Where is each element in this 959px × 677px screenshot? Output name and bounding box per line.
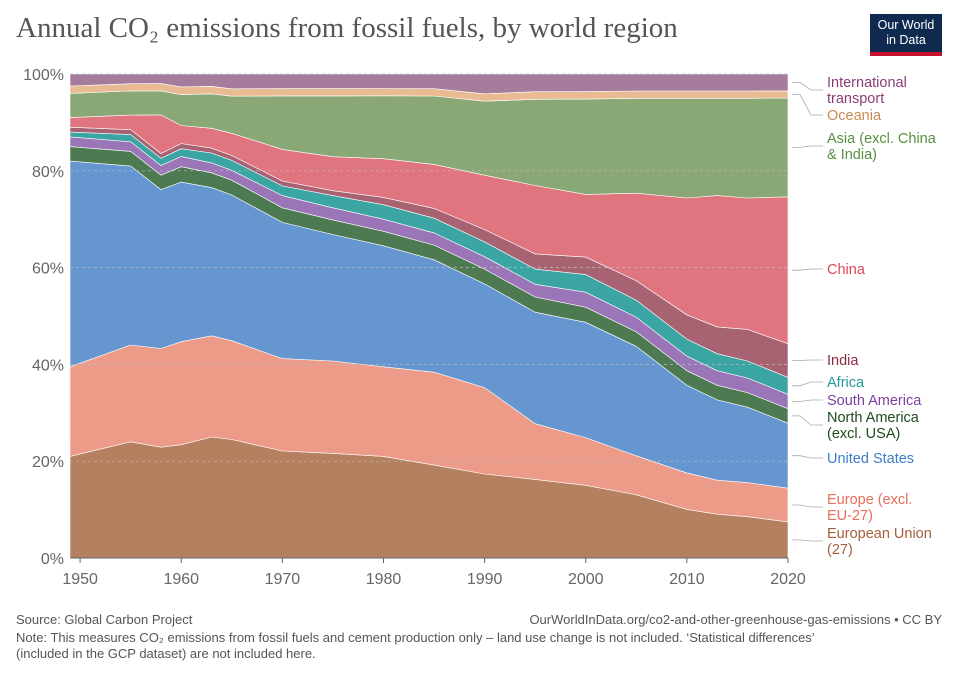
y-tick-label: 100%	[23, 67, 64, 84]
source-url-link[interactable]: OurWorldInData.org/co2-and-other-greenho…	[529, 612, 942, 627]
leader-line-european-union-27	[792, 539, 823, 542]
legend-label-european-union-27: (27)	[827, 542, 853, 558]
leader-line-china	[792, 268, 823, 271]
legend-label-europe-excl-eu-27: EU-27)	[827, 508, 873, 524]
owid-logo[interactable]: Our World in Data	[870, 14, 942, 56]
x-tick-label: 1950	[62, 571, 98, 588]
leader-line-india	[792, 359, 823, 361]
stacked-area-chart: 0% 20% 40% 60% 80% 100% 1950 1960 1970 1980 1990 20…	[23, 67, 937, 588]
area-layers	[69, 73, 789, 559]
logo-line-1: Our World	[877, 18, 935, 32]
leader-line-europe-excl-eu-27	[792, 504, 823, 508]
x-tick-label: 2000	[568, 571, 604, 588]
x-tick-label: 2010	[669, 571, 705, 588]
logo-line-2: in Data	[886, 33, 926, 47]
legend-label-asia-excl-china-india: & India)	[827, 147, 877, 163]
leader-line-international-transport	[792, 82, 823, 91]
legend-label-north-america-excl-usa: North America	[827, 410, 920, 426]
leader-line-asia-excl-china-india	[792, 145, 823, 148]
legend-label-africa: Africa	[827, 375, 865, 391]
note-line-2: (included in the GCP dataset) are not in…	[16, 646, 316, 661]
source-text: Source: Global Carbon Project	[16, 612, 193, 627]
x-tick-label: 2020	[770, 571, 806, 588]
leader-line-oceania	[792, 94, 823, 116]
x-tick-label: 1990	[467, 571, 503, 588]
legend-label-north-america-excl-usa: (excl. USA)	[827, 426, 900, 442]
chart-title: Annual CO₂ emissions from fossil fuels, …	[16, 12, 678, 44]
leader-line-south-america	[792, 399, 823, 402]
legend-label-south-america: South America	[827, 393, 922, 409]
y-tick-label: 20%	[32, 454, 64, 471]
x-tick-label: 1960	[163, 571, 199, 588]
note-text: Note: This measures CO₂ emissions from f…	[16, 630, 946, 662]
legend-label-europe-excl-eu-27: Europe (excl.	[827, 492, 912, 508]
legend-label-european-union-27: European Union	[827, 526, 932, 542]
legend-label-asia-excl-china-india: Asia (excl. China	[827, 131, 937, 147]
x-tick-label: 1970	[265, 571, 301, 588]
leader-line-africa	[792, 381, 823, 387]
x-tick-label: 1980	[366, 571, 402, 588]
note-line-1: Note: This measures CO₂ emissions from f…	[16, 630, 815, 645]
y-tick-label: 80%	[32, 164, 64, 181]
legend-label-china: China	[827, 262, 866, 278]
legend-label-united-states: United States	[827, 451, 914, 467]
y-tick-label: 40%	[32, 357, 64, 374]
y-tick-label: 0%	[41, 551, 64, 568]
legend-label-international-transport: transport	[827, 91, 884, 107]
y-tick-label: 60%	[32, 261, 64, 278]
legend-label-oceania: Oceania	[827, 108, 882, 124]
legend-label-india: India	[827, 353, 859, 369]
legend-label-international-transport: International	[827, 75, 907, 91]
leader-line-united-states	[792, 455, 823, 459]
leader-line-north-america-excl-usa	[792, 415, 823, 426]
